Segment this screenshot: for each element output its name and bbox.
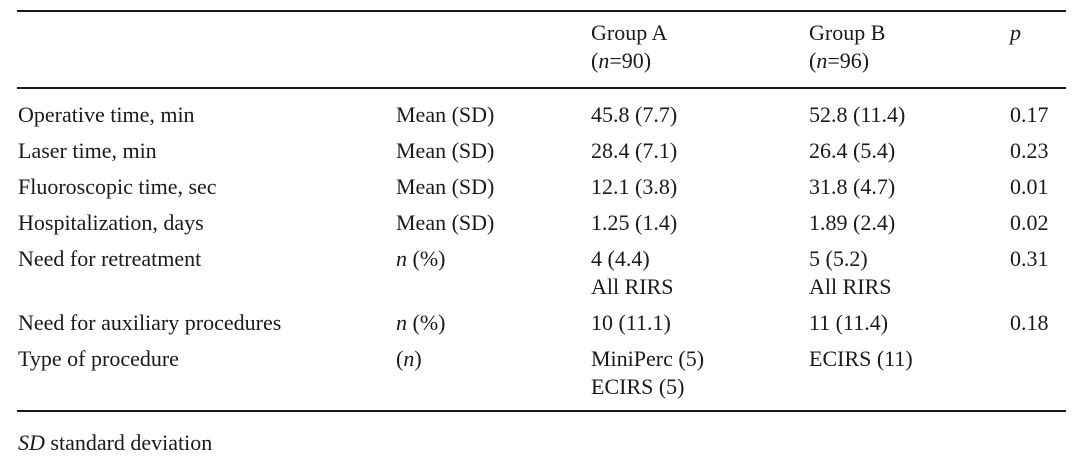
row-group-b-value: 5 (5.2) bbox=[809, 246, 868, 271]
row-group-b-value: 1.89 (2.4) bbox=[809, 210, 896, 235]
header-group-a-name: Group A bbox=[591, 20, 668, 45]
row-group-a-value: 45.8 (7.7) bbox=[591, 102, 678, 127]
footnote-text: standard deviation bbox=[44, 430, 213, 455]
table-header-rule bbox=[17, 87, 1066, 89]
header-group-b-n-label: n bbox=[816, 48, 828, 73]
row-label: Need for auxiliary procedures bbox=[18, 310, 282, 335]
row-group-a-value: 4 (4.4) bbox=[591, 246, 650, 271]
table-top-rule bbox=[17, 10, 1066, 12]
row-statistic-n: n bbox=[403, 346, 415, 371]
row-group-a-note: All RIRS bbox=[591, 274, 674, 299]
row-p-value: 0.31 bbox=[1010, 246, 1049, 271]
row-statistic: (n) bbox=[396, 345, 422, 373]
row-label: Type of procedure bbox=[18, 346, 179, 371]
header-group-a-n: (n=90) bbox=[591, 48, 652, 73]
footnote-abbreviation: SD bbox=[18, 430, 45, 455]
header-group-a-n-label: n bbox=[598, 48, 610, 73]
row-p-value: 0.02 bbox=[1010, 210, 1049, 235]
row-group-b-value: 26.4 (5.4) bbox=[809, 138, 896, 163]
row-group-b-value: ECIRS (11) bbox=[809, 346, 913, 371]
header-group-a: Group A (n=90) bbox=[591, 19, 667, 75]
row-group-b-value: 52.8 (11.4) bbox=[809, 102, 906, 127]
table-footnote: SD standard deviation bbox=[18, 429, 212, 457]
row-p-value: 0.18 bbox=[1010, 310, 1049, 335]
table-bottom-rule bbox=[17, 410, 1066, 412]
row-statistic: n (%) bbox=[396, 309, 445, 337]
header-group-b-n-value: 96 bbox=[839, 48, 862, 73]
row-statistic: Mean (SD) bbox=[396, 102, 495, 127]
row-statistic: Mean (SD) bbox=[396, 210, 495, 235]
row-p-value: 0.01 bbox=[1010, 174, 1049, 199]
row-label: Operative time, min bbox=[18, 102, 195, 127]
row-statistic-n: n bbox=[396, 310, 407, 335]
row-label: Hospitalization, days bbox=[18, 210, 204, 235]
row-group-a-value: 1.25 (1.4) bbox=[591, 210, 678, 235]
row-statistic-n: n bbox=[396, 246, 407, 271]
row-group-a-value-2: ECIRS (5) bbox=[591, 374, 685, 399]
row-group-b-value: 11 (11.4) bbox=[809, 310, 889, 335]
header-group-b-n: (n=96) bbox=[809, 48, 870, 73]
row-label: Need for retreatment bbox=[18, 246, 202, 271]
row-group-b-value: 31.8 (4.7) bbox=[809, 174, 896, 199]
row-statistic-rest: (%) bbox=[407, 310, 446, 335]
row-p-value: 0.17 bbox=[1010, 102, 1049, 127]
header-group-b-name: Group B bbox=[809, 20, 886, 45]
row-statistic: Mean (SD) bbox=[396, 138, 495, 163]
row-group-a-value: MiniPerc (5) bbox=[591, 346, 705, 371]
row-statistic-rest: (%) bbox=[407, 246, 446, 271]
row-label: Laser time, min bbox=[18, 138, 157, 163]
row-p-value: 0.23 bbox=[1010, 138, 1049, 163]
header-p-value: p bbox=[1010, 20, 1021, 45]
row-group-a-value: 10 (11.1) bbox=[591, 310, 671, 335]
row-statistic-open: ( bbox=[396, 346, 404, 371]
header-group-a-n-value: 90 bbox=[621, 48, 644, 73]
row-label: Fluoroscopic time, sec bbox=[18, 174, 217, 199]
row-statistic-close: ) bbox=[414, 346, 422, 371]
row-group-b-note: All RIRS bbox=[809, 274, 892, 299]
row-statistic: Mean (SD) bbox=[396, 174, 495, 199]
row-group-a-value: 28.4 (7.1) bbox=[591, 138, 678, 163]
row-group-a-value: 12.1 (3.8) bbox=[591, 174, 678, 199]
header-group-b: Group B (n=96) bbox=[809, 19, 885, 75]
row-statistic: n (%) bbox=[396, 245, 445, 273]
